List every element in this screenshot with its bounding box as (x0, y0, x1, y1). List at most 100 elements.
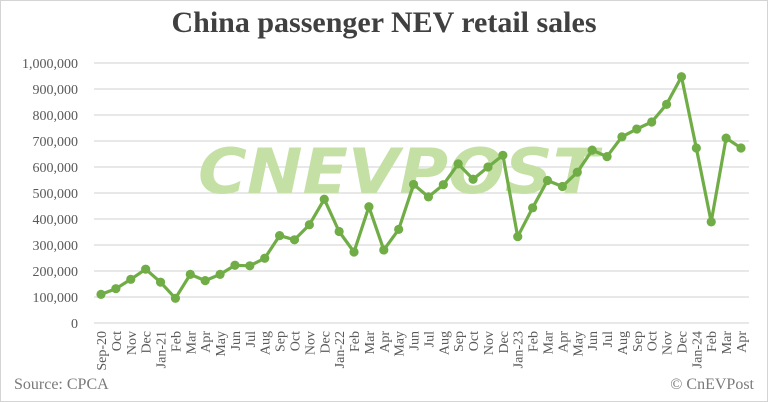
watermark-logo: CNEVPOST (198, 135, 603, 208)
data-point-marker (200, 276, 210, 286)
data-point-marker (587, 145, 597, 155)
data-series (96, 72, 746, 303)
x-tick-label: Nov (482, 331, 497, 355)
data-point-marker (721, 133, 731, 143)
x-tick-label: Jul (422, 331, 437, 347)
x-tick-label: Jan-24 (690, 331, 705, 368)
data-point-marker (632, 124, 642, 134)
x-tick-label: Jan-22 (333, 331, 348, 368)
x-tick-label: Nov (303, 331, 318, 355)
y-tick-label: 500,000 (33, 187, 79, 202)
data-point-marker (676, 72, 687, 82)
source-note: Source: CPCA (14, 376, 109, 393)
data-point-marker (319, 194, 329, 204)
x-tick-label: Dec (497, 331, 512, 354)
x-tick-label: Oct (646, 331, 661, 351)
x-tick-label: Oct (110, 331, 125, 351)
data-point-marker (706, 217, 716, 227)
data-point-marker (185, 269, 195, 279)
data-point-marker (408, 179, 419, 190)
data-point-marker (483, 162, 493, 172)
data-point-marker (141, 264, 151, 274)
data-point-marker (661, 99, 672, 109)
y-tick-label: 300,000 (33, 239, 79, 254)
data-point-marker (423, 192, 434, 202)
x-tick-label: Jul (244, 331, 259, 347)
x-tick-label: Feb (169, 331, 184, 352)
data-point-marker (468, 174, 478, 184)
data-point-marker (289, 235, 300, 245)
data-point-marker (513, 232, 523, 242)
x-tick-label: Jan-21 (155, 331, 170, 368)
x-tick-label: Aug (616, 331, 631, 355)
data-point-marker (245, 261, 255, 271)
data-point-marker (215, 269, 225, 279)
data-point-marker (528, 203, 538, 213)
data-point-marker (155, 277, 166, 287)
x-tick-label: Jun (229, 331, 244, 350)
y-tick-label: 400,000 (33, 213, 79, 228)
x-tick-label: Aug (259, 331, 274, 355)
x-tick-label: Feb (348, 331, 363, 352)
data-point-marker (260, 253, 270, 263)
x-tick-label: Dec (140, 331, 155, 354)
y-tick-label: 600,000 (33, 161, 79, 176)
data-point-marker (96, 289, 106, 299)
data-point-marker (334, 226, 344, 237)
x-axis-ticks: Sep-20 Oct Nov Dec Jan-21 Feb Mar Apr May Jun Jul A… (95, 331, 750, 371)
x-tick-label: Sep (274, 331, 289, 352)
y-tick-label: 900,000 (33, 83, 79, 98)
data-point-marker (647, 117, 657, 127)
x-tick-label: Feb (527, 331, 542, 352)
data-point-marker (170, 293, 181, 303)
data-point-marker (111, 284, 121, 294)
y-tick-label: 700,000 (33, 135, 79, 150)
x-tick-label: Apr (735, 331, 750, 353)
y-tick-label: 1,000,000 (22, 57, 78, 72)
x-tick-label: Apr (199, 331, 214, 353)
x-tick-label: Jul (601, 331, 616, 347)
data-point-marker (691, 143, 701, 153)
x-tick-label: Oct (288, 331, 303, 351)
x-tick-label: May (393, 331, 408, 357)
data-point-marker (230, 260, 240, 270)
data-point-marker (394, 224, 404, 234)
x-tick-label: Nov (661, 331, 676, 355)
data-point-marker (304, 220, 314, 230)
x-tick-label: Feb (705, 331, 720, 352)
x-tick-label: Jun (408, 331, 423, 350)
x-tick-label: May (214, 331, 229, 357)
watermark-text: CNEVPOST (198, 135, 603, 208)
copyright-credit: © CnEVPost (670, 376, 754, 393)
data-point-marker (498, 150, 508, 160)
y-axis-ticks: 0 100,000 200,000 300,000 400,000 500,000 600,… (22, 57, 78, 332)
data-point-marker (542, 175, 553, 186)
y-tick-label: 0 (71, 317, 78, 332)
data-point-marker (453, 159, 463, 169)
x-tick-label: May (571, 331, 586, 357)
data-point-marker (126, 274, 136, 284)
x-tick-label: Jan-23 (512, 331, 527, 368)
data-point-marker (736, 143, 746, 153)
y-tick-label: 800,000 (33, 109, 79, 124)
x-tick-label: Mar (184, 331, 199, 355)
x-tick-label: Sep (452, 331, 467, 352)
data-point-marker (438, 180, 448, 190)
data-point-marker (379, 245, 389, 255)
x-tick-label: Apr (378, 331, 393, 353)
data-point-marker (602, 152, 612, 162)
data-point-marker (557, 181, 567, 192)
x-tick-label: Dec (675, 331, 690, 354)
data-point-marker (364, 202, 374, 212)
x-tick-label: Jun (586, 331, 601, 350)
x-tick-label: Dec (318, 331, 333, 354)
data-point-marker (275, 231, 285, 241)
x-tick-label: Sep-20 (95, 331, 110, 371)
x-tick-label: Oct (467, 331, 482, 351)
x-tick-label: Aug (437, 331, 452, 355)
x-tick-label: Apr (556, 331, 571, 353)
x-tick-label: Mar (720, 331, 735, 355)
data-point-marker (572, 167, 582, 177)
